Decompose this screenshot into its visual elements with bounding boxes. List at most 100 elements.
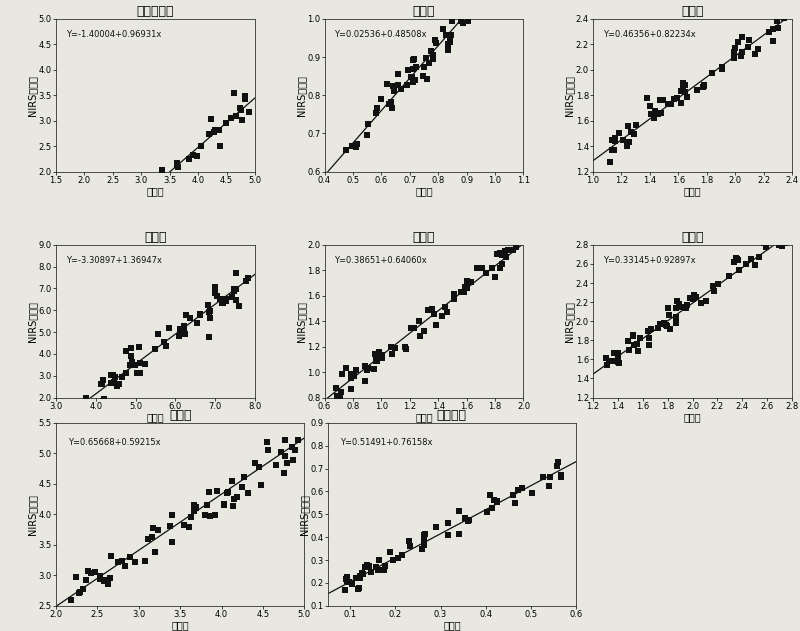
Point — [631, 346, 644, 356]
Point — [670, 312, 682, 322]
Point — [348, 371, 361, 381]
Point — [447, 293, 460, 304]
Point — [185, 512, 198, 522]
Point — [680, 303, 693, 313]
Point — [173, 172, 186, 182]
Point — [670, 314, 683, 324]
Point — [716, 64, 729, 74]
Point — [189, 502, 202, 512]
Point — [462, 0, 474, 8]
Point — [385, 343, 398, 353]
Point — [157, 179, 170, 189]
Point — [441, 45, 454, 55]
Point — [607, 357, 620, 367]
Point — [650, 109, 663, 119]
Point — [190, 502, 202, 512]
Point — [436, 311, 449, 321]
Point — [77, 409, 90, 419]
Point — [161, 173, 174, 183]
Point — [116, 555, 129, 565]
Point — [85, 568, 98, 578]
Point — [381, 78, 394, 88]
Point — [399, 342, 412, 352]
Title: 甘氨酸: 甘氨酸 — [682, 5, 704, 18]
Point — [634, 333, 646, 343]
Point — [418, 530, 430, 540]
Point — [93, 218, 106, 228]
Point — [204, 313, 217, 323]
Point — [498, 246, 511, 256]
Point — [134, 367, 146, 377]
Point — [694, 298, 707, 309]
Point — [465, 1, 478, 11]
Point — [699, 296, 712, 306]
Point — [335, 369, 348, 379]
Point — [340, 574, 353, 584]
Point — [73, 411, 86, 421]
Point — [441, 307, 454, 317]
Point — [600, 353, 613, 363]
Point — [107, 201, 120, 211]
Point — [203, 129, 216, 139]
Point — [342, 577, 355, 587]
Point — [94, 571, 106, 581]
Point — [232, 301, 245, 311]
Point — [391, 69, 404, 79]
Point — [339, 362, 352, 372]
Point — [345, 141, 358, 151]
Point — [86, 245, 98, 255]
Point — [111, 204, 124, 215]
Point — [419, 53, 432, 63]
Point — [453, 506, 466, 516]
Point — [142, 534, 155, 544]
Point — [139, 360, 152, 370]
Point — [63, 404, 76, 414]
Point — [114, 209, 126, 220]
Point — [170, 160, 183, 170]
Point — [430, 38, 443, 49]
Point — [81, 567, 94, 577]
Point — [408, 323, 421, 333]
Point — [239, 95, 252, 105]
Point — [260, 437, 273, 447]
Point — [217, 498, 230, 509]
Point — [444, 32, 457, 42]
Point — [442, 517, 454, 528]
Point — [202, 300, 214, 310]
Point — [490, 497, 503, 507]
X-axis label: 测定值: 测定值 — [171, 620, 189, 630]
Point — [242, 273, 254, 283]
Point — [219, 293, 232, 304]
X-axis label: 测定值: 测定值 — [146, 186, 164, 196]
Point — [201, 500, 214, 510]
Point — [174, 324, 186, 334]
Point — [159, 341, 172, 351]
Point — [72, 588, 85, 598]
Point — [453, 3, 466, 13]
Point — [684, 293, 697, 303]
Text: Y=0.02536+0.48508x: Y=0.02536+0.48508x — [334, 30, 427, 39]
Point — [445, 30, 458, 40]
Point — [461, 16, 474, 26]
Point — [151, 173, 164, 183]
Point — [226, 292, 238, 302]
Point — [729, 43, 742, 53]
Point — [606, 145, 618, 155]
Point — [124, 552, 137, 562]
Point — [642, 340, 655, 350]
Text: Y=0.65668+0.59215x: Y=0.65668+0.59215x — [69, 438, 161, 447]
Point — [253, 462, 266, 472]
Point — [126, 186, 138, 196]
Point — [170, 158, 183, 168]
Point — [715, 62, 728, 72]
Point — [372, 555, 385, 565]
Point — [552, 457, 565, 467]
Point — [766, 24, 779, 34]
Point — [387, 555, 400, 565]
Point — [443, 37, 456, 47]
Point — [218, 500, 230, 510]
Point — [86, 245, 98, 256]
Point — [698, 81, 710, 91]
Point — [177, 327, 190, 337]
Point — [286, 455, 299, 465]
